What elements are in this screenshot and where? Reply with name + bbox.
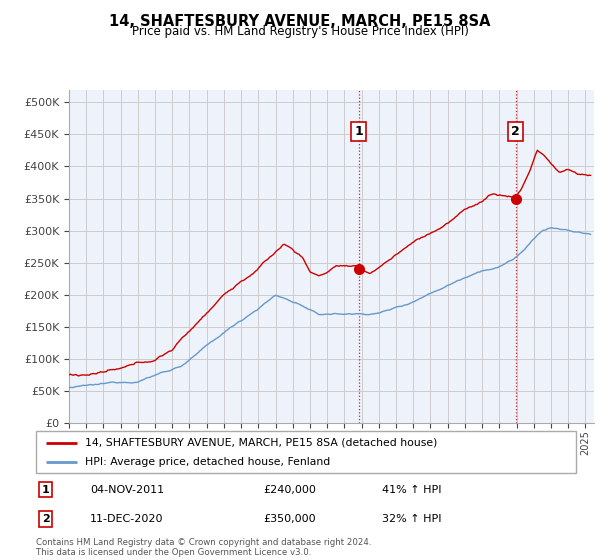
Text: 1: 1: [42, 484, 50, 494]
Text: 1: 1: [355, 125, 363, 138]
Text: £350,000: £350,000: [263, 514, 316, 524]
Text: Price paid vs. HM Land Registry's House Price Index (HPI): Price paid vs. HM Land Registry's House …: [131, 25, 469, 38]
Text: £240,000: £240,000: [263, 484, 316, 494]
Text: Contains HM Land Registry data © Crown copyright and database right 2024.
This d: Contains HM Land Registry data © Crown c…: [36, 538, 371, 557]
Text: HPI: Average price, detached house, Fenland: HPI: Average price, detached house, Fenl…: [85, 458, 330, 467]
Text: 32% ↑ HPI: 32% ↑ HPI: [382, 514, 441, 524]
Text: 04-NOV-2011: 04-NOV-2011: [90, 484, 164, 494]
Text: 14, SHAFTESBURY AVENUE, MARCH, PE15 8SA (detached house): 14, SHAFTESBURY AVENUE, MARCH, PE15 8SA …: [85, 438, 437, 448]
Text: 2: 2: [42, 514, 50, 524]
Text: 41% ↑ HPI: 41% ↑ HPI: [382, 484, 441, 494]
Text: 11-DEC-2020: 11-DEC-2020: [90, 514, 163, 524]
Text: 14, SHAFTESBURY AVENUE, MARCH, PE15 8SA: 14, SHAFTESBURY AVENUE, MARCH, PE15 8SA: [109, 14, 491, 29]
Text: 2: 2: [511, 125, 520, 138]
